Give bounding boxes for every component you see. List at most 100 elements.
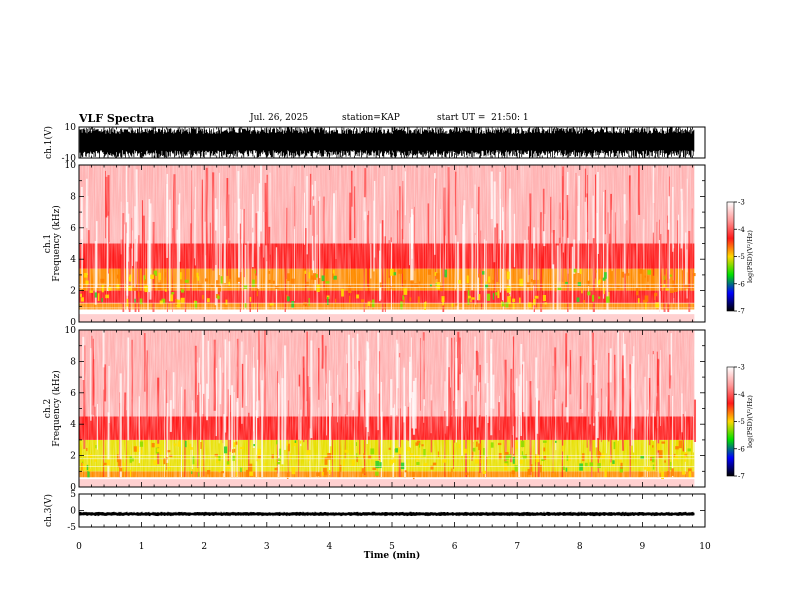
spectrogram-patch — [421, 444, 424, 447]
spectrogram-patch — [228, 281, 231, 286]
spectrogram-patch — [651, 456, 655, 463]
y-tick-label: -10 — [62, 154, 77, 164]
spectrogram-patch — [442, 458, 447, 463]
spectrogram-noise — [79, 165, 695, 322]
spectrogram-patch — [591, 294, 595, 302]
spectrogram-patch — [223, 446, 228, 454]
spectrogram-patch — [200, 441, 202, 449]
spectrogram-patch — [369, 300, 372, 308]
x-tick-label: 2 — [201, 542, 207, 552]
spectrogram-patch — [86, 464, 89, 471]
spectrogram-patch — [269, 302, 274, 306]
spectrogram-patch — [356, 294, 359, 299]
spectrogram-patch — [303, 302, 308, 306]
spectrogram-patch — [612, 460, 615, 464]
y-tick-label: 4 — [70, 420, 76, 430]
spectrogram-patch — [576, 297, 580, 303]
spectrogram-patch — [159, 300, 163, 305]
spectrogram-patch — [348, 285, 352, 294]
spectrogram-patch — [132, 286, 137, 291]
spectrogram-patch — [640, 471, 644, 477]
spectrogram-patch — [144, 279, 146, 287]
spectrogram-patch — [671, 468, 674, 476]
spectrogram-patch — [608, 291, 610, 299]
spectrogram-patch — [240, 467, 242, 473]
spectrogram-patch — [602, 277, 606, 281]
spectrogram-patch — [360, 299, 365, 303]
spectrogram-patch — [138, 291, 140, 298]
spectrogram-patch — [356, 453, 358, 461]
spectrogram-patch — [416, 440, 421, 446]
ch1-waveform-trace — [79, 127, 695, 158]
spectrogram-patch — [444, 269, 448, 278]
spectrogram-patch — [276, 440, 278, 445]
spectrogram-patch — [470, 299, 472, 303]
spectrogram-patch — [687, 448, 691, 452]
spectrogram-patch — [656, 443, 661, 451]
spectrogram-patch — [368, 455, 372, 459]
y-tick-label: 8 — [70, 192, 76, 202]
spectrogram-patch — [678, 440, 683, 449]
spectrogram-patch — [163, 458, 166, 465]
spectrogram-patch — [432, 462, 437, 466]
colorbar-gradient — [726, 201, 735, 312]
spectrogram-patch — [583, 299, 586, 305]
spectrogram-patch — [150, 274, 154, 279]
station-label: station=KAP — [342, 113, 400, 123]
spectrogram-patch — [324, 457, 328, 465]
colorbar-tick-label: -4 — [738, 391, 745, 399]
spectrogram-patch — [119, 467, 123, 472]
spectrogram-patch — [644, 275, 646, 278]
y-axis-label: Frequency (kHz) — [51, 205, 62, 282]
spectrogram-patch — [652, 445, 654, 448]
spectrogram-patch — [257, 454, 261, 459]
spectrogram-patch — [497, 290, 500, 299]
spectrogram-patch — [463, 448, 467, 454]
spectrogram-patch — [644, 295, 649, 302]
spectrogram-patch — [512, 456, 515, 464]
spectrogram-patch — [642, 299, 647, 304]
spectrogram-patch — [249, 471, 253, 476]
spectrogram-patch — [287, 443, 290, 452]
y-axis-label: Frequency (kHz) — [51, 370, 62, 447]
colorbar-tick-label: -6 — [738, 280, 745, 288]
spectrogram-patch — [214, 453, 218, 457]
x-tick-label: 0 — [76, 542, 82, 552]
spectrogram-patch — [289, 453, 291, 461]
spectrogram-patch — [519, 459, 523, 464]
spectrogram-patch — [85, 280, 89, 285]
spectrogram-patch — [291, 466, 296, 475]
spectrogram-patch — [389, 268, 394, 276]
spectrogram-patch — [417, 296, 420, 304]
spectrogram-patch — [94, 292, 97, 298]
spectrogram-patch — [492, 279, 494, 284]
x-tick-label: 5 — [389, 542, 395, 552]
y-tick-label: 2 — [70, 287, 76, 297]
spectrogram-patch — [339, 464, 342, 472]
spectrogram-patch — [206, 298, 210, 303]
spectrogram-patch — [321, 471, 324, 476]
spectrogram-patch — [375, 471, 379, 476]
spectrogram-patch — [252, 279, 255, 287]
start-time: start UT = 21:50: 1 — [437, 113, 529, 123]
spectrogram-patch — [506, 285, 511, 293]
spectrogram-patch — [128, 276, 131, 281]
spectrogram-patch — [478, 273, 480, 277]
spectrogram-patch — [639, 268, 643, 274]
spectrogram-patch — [573, 268, 577, 273]
spectrogram-patch — [485, 281, 488, 284]
spectrogram-patch — [264, 462, 266, 466]
spectrogram-patch — [588, 281, 590, 287]
spectrogram-patch — [184, 440, 187, 448]
spectrogram-patch — [645, 301, 647, 310]
spectrogram-patch — [257, 448, 261, 456]
spectrogram-patch — [669, 290, 674, 293]
spectrogram-patch — [505, 451, 508, 457]
spectrogram-patch — [400, 462, 405, 470]
spectrogram-patch — [217, 285, 222, 292]
spectrogram-patch — [133, 446, 137, 452]
spectrogram-patch — [402, 295, 405, 300]
spectrogram-patch — [89, 290, 93, 293]
spectrogram-patch — [404, 470, 407, 473]
spectrogram-patch — [327, 297, 329, 305]
